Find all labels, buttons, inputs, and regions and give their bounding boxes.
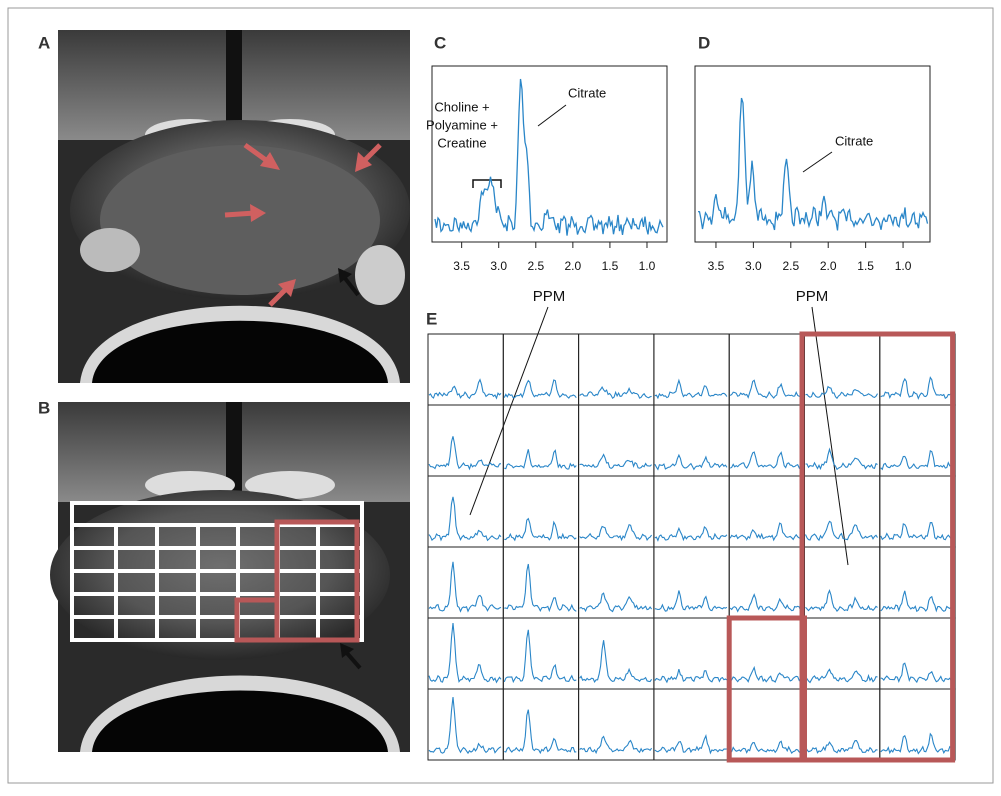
spectrum (504, 449, 577, 470)
connector (811, 306, 849, 566)
panel-label: B (38, 398, 50, 417)
spectrum (729, 379, 803, 399)
grid-cell (804, 688, 881, 761)
x-tick-label: 3.0 (490, 259, 507, 273)
spectrum (503, 629, 577, 684)
x-tick-label: 2.5 (782, 259, 799, 273)
spectrum (654, 590, 728, 612)
spectrum (729, 451, 803, 470)
x-tick-label: 1.5 (602, 259, 619, 273)
annotation: Choline + (434, 99, 489, 114)
spectrum (579, 735, 653, 755)
spectrum (697, 97, 929, 231)
spectrum (880, 376, 954, 400)
highlight-box (726, 615, 808, 763)
spectrum (654, 378, 728, 400)
spectrum (428, 496, 502, 542)
spectrum (729, 665, 803, 683)
spectrum (579, 523, 653, 542)
spectrum (729, 522, 803, 542)
spectrum (654, 526, 728, 542)
x-tick-label: 3.5 (708, 259, 725, 273)
x-tick-label: 1.0 (639, 259, 656, 273)
panel-label: D (698, 33, 710, 52)
highlight-box (799, 331, 956, 763)
spectrum (579, 592, 653, 613)
grid-cell (879, 688, 956, 761)
grid-cell (879, 617, 956, 690)
spectrum (654, 453, 728, 471)
x-tick-label: 2.5 (527, 259, 544, 273)
annotation: Citrate (835, 133, 873, 148)
spectrum (579, 453, 652, 470)
pointer (537, 104, 567, 127)
spectrum (579, 640, 653, 683)
grid-cell (502, 404, 580, 477)
x-tick-label: 3.0 (745, 259, 762, 273)
bracket (472, 179, 502, 188)
mri-image-a (58, 30, 410, 383)
frame (7, 7, 994, 784)
x-tick-label: 2.0 (565, 259, 582, 273)
spectrum (654, 668, 728, 684)
x-tick-label: 2.0 (820, 259, 837, 273)
spectrum-frame (694, 65, 931, 243)
annotation: Polyamine + (426, 117, 498, 132)
grid-cell (728, 688, 806, 761)
spectrum (805, 588, 878, 613)
spectrum (805, 447, 878, 471)
spectrum (880, 732, 954, 755)
grid-cell (502, 546, 580, 619)
panel-label: C (434, 33, 446, 52)
axis-label: PPM (533, 288, 566, 305)
spectrum (880, 662, 953, 684)
spectrum (729, 593, 803, 613)
spectrum (654, 734, 727, 755)
x-tick-label: 1.0 (895, 259, 912, 273)
annotation: Creatine (437, 135, 486, 150)
spectrum (428, 622, 502, 684)
grid-cell (653, 333, 730, 406)
panel-label: E (426, 309, 437, 328)
mri-image-b (50, 402, 410, 752)
x-tick-label: 1.5 (857, 259, 874, 273)
spectrum (504, 517, 577, 542)
spectra-grid (427, 331, 956, 763)
pointer (802, 151, 833, 173)
spectrum (804, 520, 878, 542)
spectrum (428, 561, 502, 613)
spectrum (880, 449, 953, 471)
spectrum (729, 740, 803, 755)
spectrum (504, 563, 577, 613)
spectrum (434, 78, 664, 236)
grid-cell (578, 546, 655, 619)
grid-cell (879, 475, 956, 548)
spectrum (805, 668, 878, 684)
spectrum (805, 740, 878, 754)
spectrum (428, 696, 502, 755)
spectrum (579, 386, 652, 400)
spectrum (880, 522, 954, 541)
spectrum (503, 379, 577, 399)
spectrum-frame (431, 65, 668, 243)
spectrum (504, 709, 577, 755)
grid-cell (728, 404, 806, 477)
axis-label: PPM (796, 288, 829, 305)
spectrum (428, 436, 502, 471)
x-tick-label: 3.5 (453, 259, 470, 273)
panel-label: A (38, 33, 50, 52)
annotation: Citrate (568, 85, 606, 100)
connector (469, 306, 549, 516)
spectrum (880, 590, 954, 613)
spectrum (428, 378, 502, 400)
spectrum (805, 385, 878, 400)
